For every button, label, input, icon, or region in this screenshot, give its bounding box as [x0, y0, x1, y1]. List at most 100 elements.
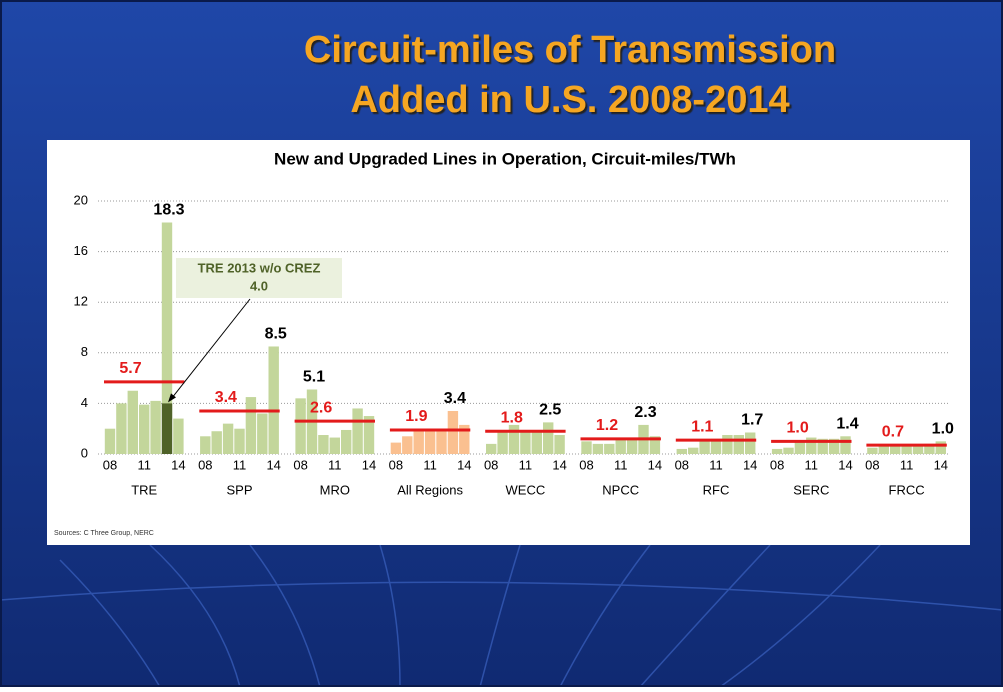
annotation-bar	[161, 403, 173, 454]
bar	[127, 390, 138, 454]
group-label: WECC	[506, 482, 546, 497]
annotation-box	[176, 258, 342, 298]
average-label: 3.4	[215, 389, 237, 406]
x-tick-label: 11	[614, 457, 628, 472]
bar	[413, 431, 424, 454]
bar	[318, 435, 329, 454]
x-tick-label: 08	[484, 457, 498, 472]
bar	[649, 436, 661, 454]
bar	[459, 424, 470, 454]
average-label: 1.0	[786, 420, 808, 437]
x-tick-label: 14	[648, 457, 662, 472]
x-tick-label: 11	[137, 457, 151, 472]
value-label: 18.3	[153, 202, 184, 219]
y-tick-label: 12	[74, 294, 88, 309]
bar	[676, 448, 687, 454]
bar	[699, 441, 710, 454]
bar	[295, 398, 306, 454]
average-label: 1.2	[596, 417, 618, 434]
bar	[615, 438, 626, 454]
bar	[554, 435, 565, 454]
bar	[268, 346, 279, 454]
value-label: 1.0	[932, 421, 954, 438]
group-label: SERC	[793, 482, 829, 497]
x-tick-label: 14	[171, 457, 185, 472]
x-tick-label: 08	[389, 457, 403, 472]
bar	[390, 442, 402, 454]
x-tick-label: 14	[743, 457, 757, 472]
x-tick-label: 11	[519, 457, 533, 472]
bar	[508, 424, 520, 454]
bar	[424, 431, 436, 454]
bar	[867, 447, 878, 454]
value-label: 1.7	[741, 412, 763, 429]
bar	[806, 437, 817, 454]
bar	[794, 441, 806, 454]
x-tick-label: 08	[103, 457, 117, 472]
x-tick-label: 11	[328, 457, 342, 472]
bar	[234, 428, 245, 454]
bar	[447, 410, 459, 454]
bar	[733, 435, 744, 454]
bar	[436, 428, 447, 454]
bar	[924, 443, 935, 454]
bar	[329, 437, 340, 454]
group-label: NPCC	[602, 482, 639, 497]
average-label: 0.7	[882, 423, 904, 440]
bar	[626, 437, 638, 454]
value-label: 2.3	[634, 404, 656, 421]
value-label: 5.1	[303, 369, 325, 386]
y-tick-label: 0	[81, 445, 88, 460]
bar	[402, 436, 413, 454]
plot: 0 4 8 12 16 20 08 11 18.3 14 TRE 5.7 08 11 14 8.5 SPP 3.4…	[74, 192, 954, 497]
bar	[783, 447, 794, 454]
bar	[104, 428, 116, 454]
bar	[116, 403, 127, 454]
bar	[341, 429, 352, 454]
background-curves	[0, 544, 1003, 688]
x-tick-label: 08	[293, 457, 307, 472]
chart-title: New and Upgraded Lines in Operation, Cir…	[274, 149, 736, 168]
bar	[352, 408, 363, 454]
bar	[901, 445, 912, 454]
bar	[531, 431, 542, 454]
bar	[257, 413, 268, 454]
y-tick-label: 8	[81, 344, 88, 359]
x-tick-label: 08	[770, 457, 784, 472]
bar	[581, 441, 592, 454]
bar	[604, 443, 615, 454]
annotation-value: 4.0	[250, 278, 268, 293]
x-tick-label: 14	[934, 457, 948, 472]
x-tick-label: 08	[579, 457, 593, 472]
bar	[688, 447, 699, 454]
source: Sources: C Three Group, NERC	[54, 530, 154, 537]
x-tick-label: 11	[709, 457, 723, 472]
group-label: MRO	[320, 482, 350, 497]
x-tick-label: 11	[423, 457, 437, 472]
x-tick-label: 08	[865, 457, 879, 472]
chart-panel	[47, 140, 970, 545]
average-label: 2.6	[310, 399, 332, 416]
group-label: All Regions	[397, 482, 463, 497]
bar	[878, 446, 889, 454]
bar	[890, 446, 901, 454]
bar	[722, 435, 733, 454]
group-label: FRCC	[889, 482, 925, 497]
average-label: 1.8	[501, 409, 523, 426]
bar	[771, 448, 783, 454]
bar	[592, 443, 604, 454]
annotation-arrow	[169, 298, 251, 401]
average-label: 1.1	[691, 418, 713, 435]
value-label: 2.5	[539, 402, 561, 419]
average-label: 1.9	[405, 408, 427, 425]
bar	[912, 445, 924, 454]
bar	[486, 443, 497, 454]
y-tick-label: 4	[81, 395, 88, 410]
bar	[520, 431, 531, 454]
bar	[710, 438, 722, 454]
slide-title: Added in U.S. 2008-2014	[350, 79, 789, 121]
slide-title: Circuit-miles of Transmission	[304, 29, 836, 71]
bar	[211, 431, 222, 454]
average-label: 5.7	[119, 360, 141, 377]
